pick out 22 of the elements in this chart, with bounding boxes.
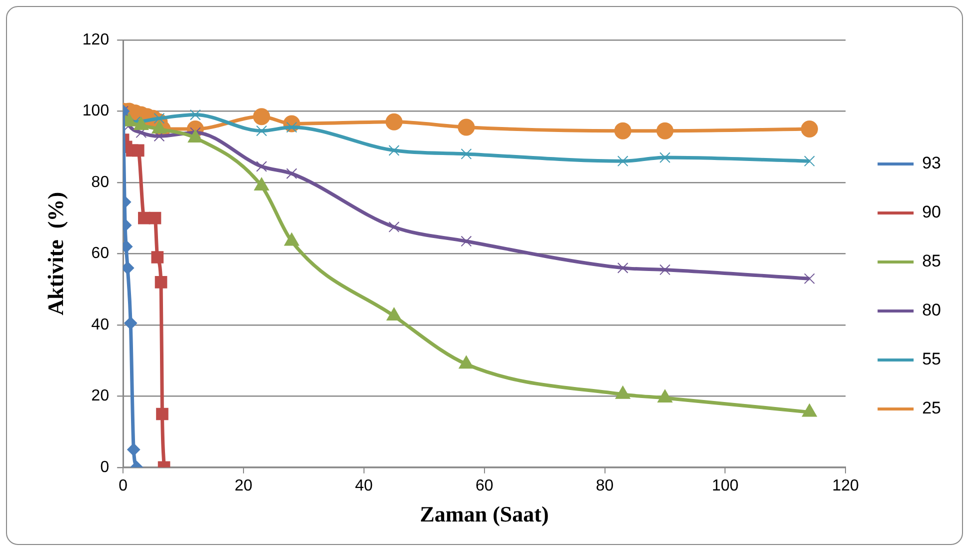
legend-label: 93 — [922, 154, 942, 173]
y-tick-label: 60 — [91, 245, 110, 262]
legend-label: 85 — [922, 252, 942, 271]
x-tick-label: 60 — [475, 477, 494, 494]
y-tick-label: 20 — [91, 388, 110, 405]
y-tick-label: 100 — [82, 102, 110, 120]
x-tick-label: 100 — [712, 477, 739, 494]
legend-label: 25 — [922, 398, 942, 418]
x-axis-title: Zaman (Saat) — [420, 501, 549, 526]
x-tick-label: 120 — [832, 477, 860, 494]
y-tick-label: 80 — [91, 174, 110, 191]
y-tick-label: 120 — [82, 31, 110, 48]
y-axis-title: Aktivite (%) — [42, 192, 68, 316]
x-tick-label: 80 — [596, 477, 614, 494]
y-tick-label: 0 — [100, 458, 110, 476]
legend-label: 55 — [922, 350, 942, 369]
legend-label: 80 — [922, 300, 942, 320]
x-tick-label: 40 — [355, 477, 373, 494]
x-tick-label: 20 — [234, 477, 253, 494]
y-tick-label: 40 — [91, 316, 110, 334]
legend-label: 90 — [922, 202, 942, 222]
x-tick-label: 0 — [118, 477, 128, 494]
